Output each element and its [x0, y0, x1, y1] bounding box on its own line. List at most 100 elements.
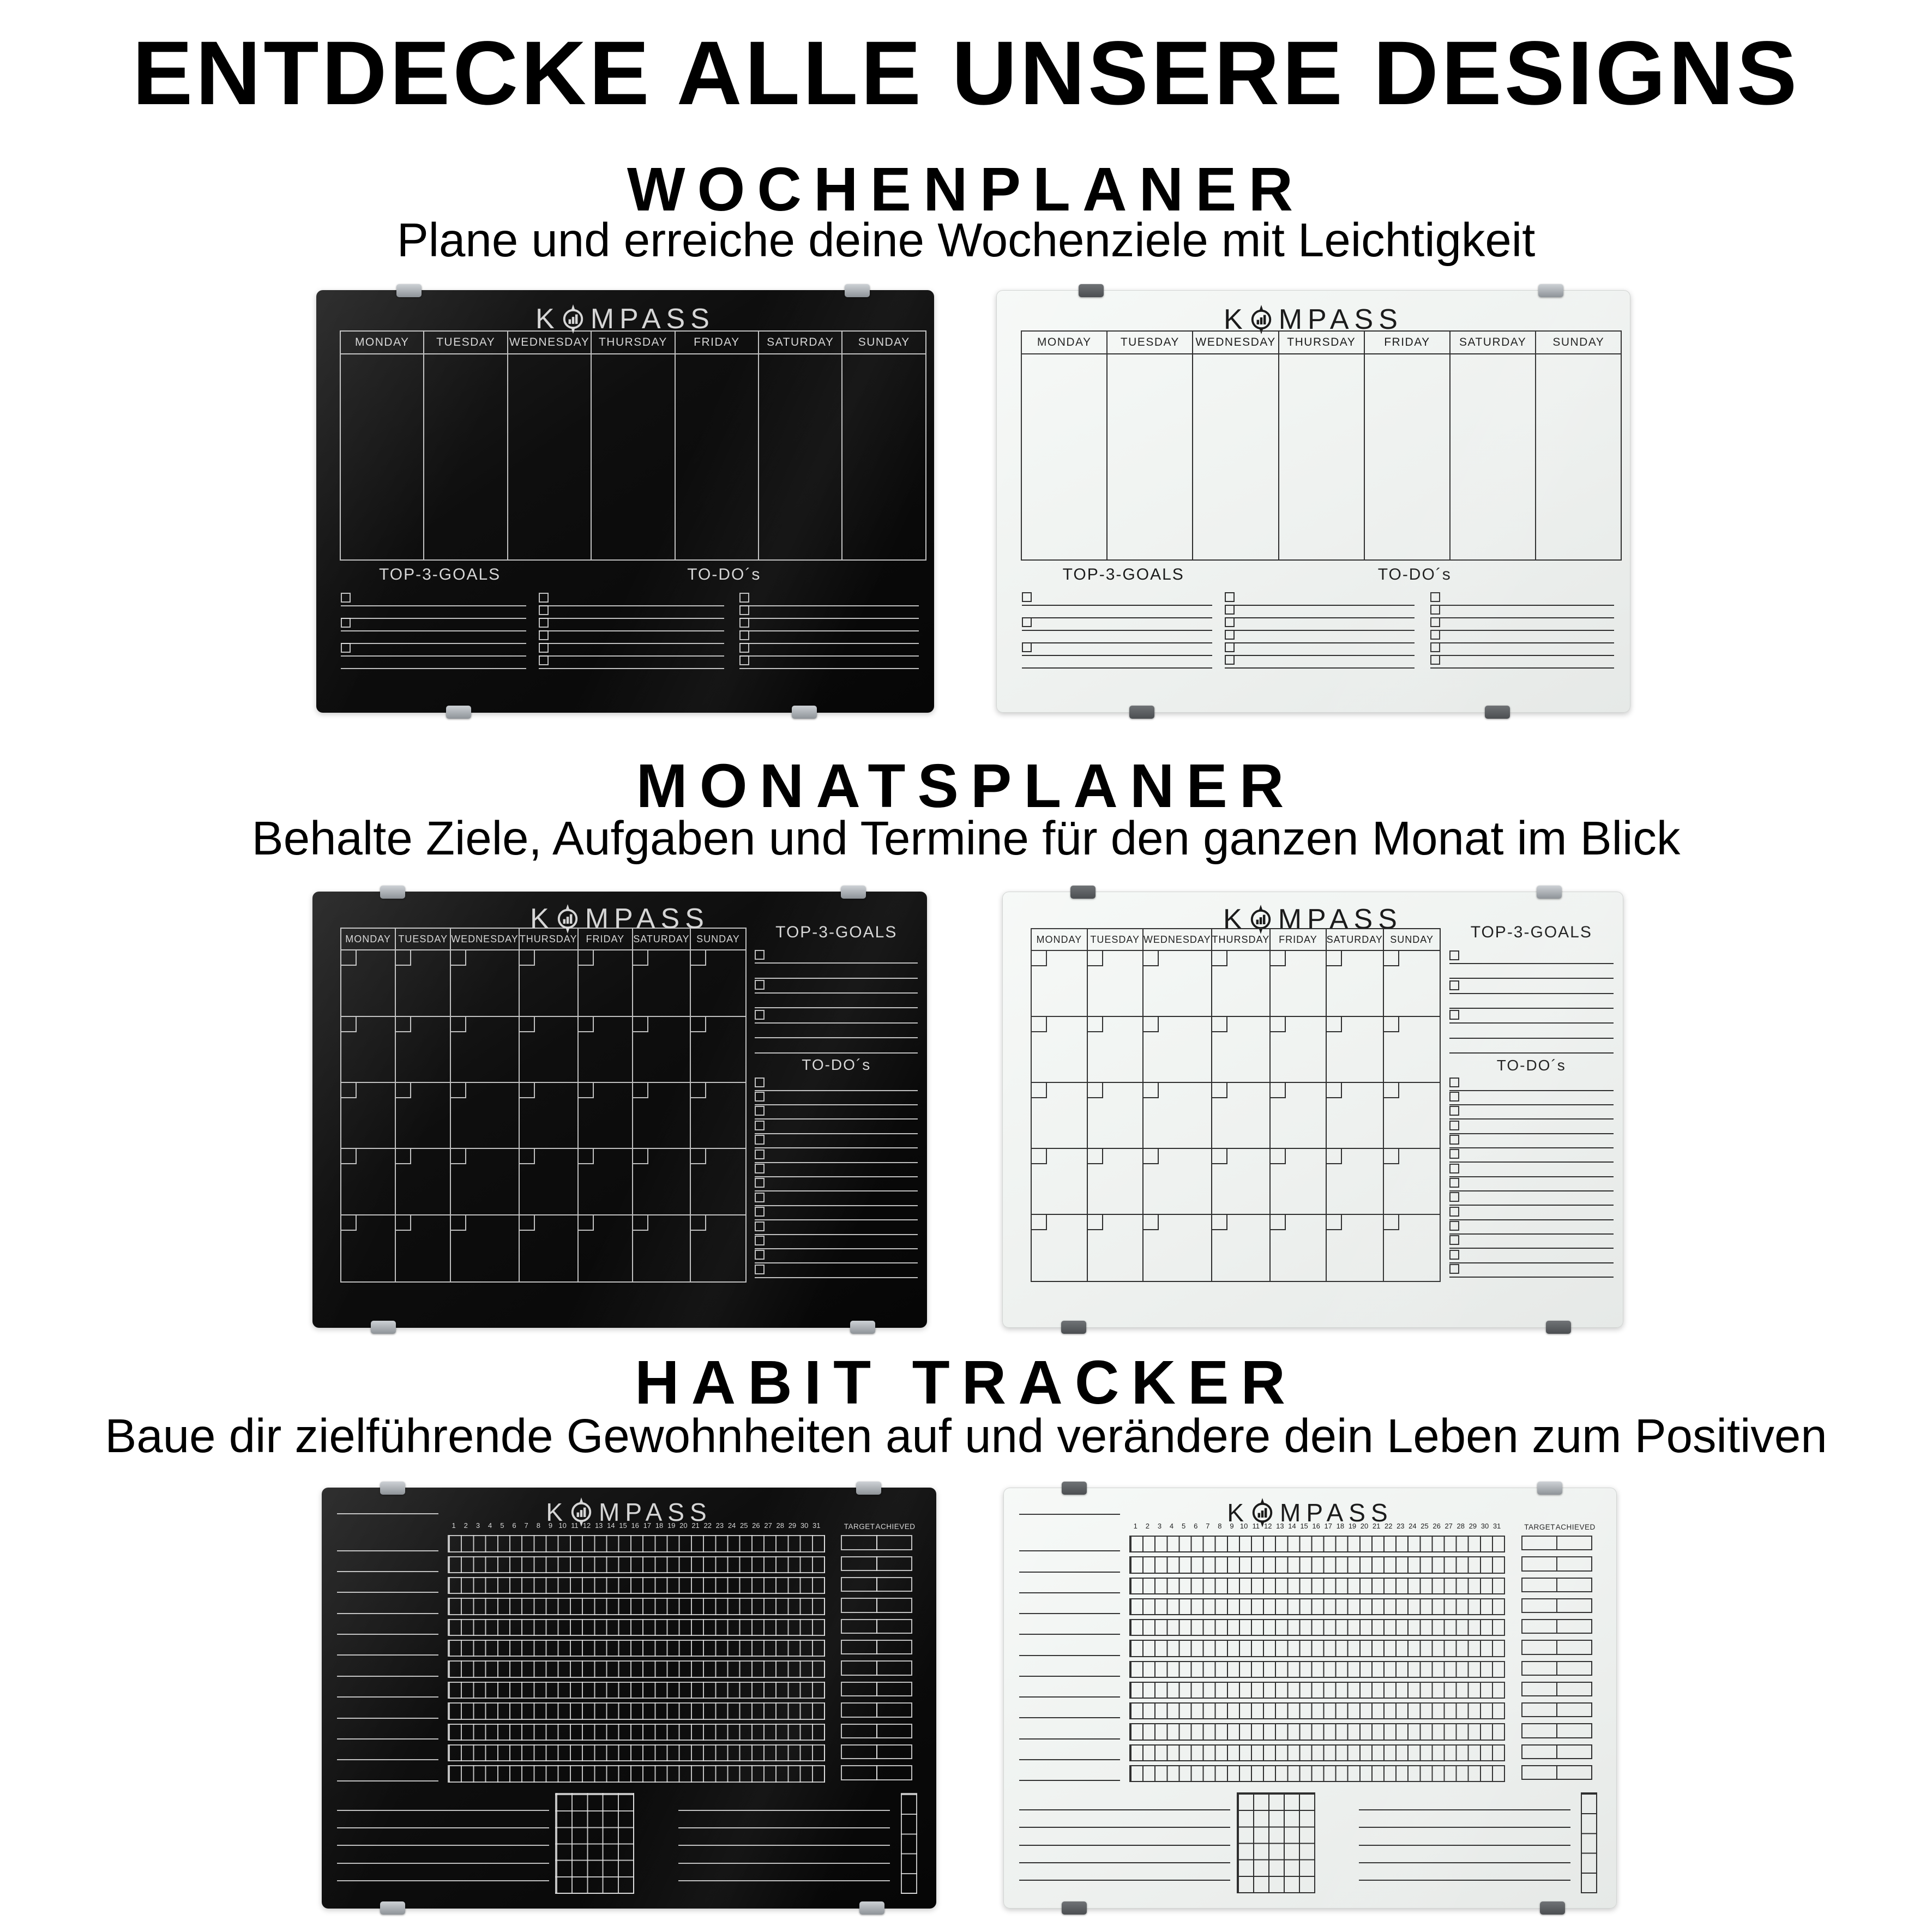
checkbox: [755, 1135, 765, 1145]
day-number: 21: [691, 1521, 700, 1530]
mounting-clip: [396, 284, 422, 297]
calendar-day-cell: [633, 1149, 691, 1215]
goals-line-group: [1022, 592, 1212, 669]
mounting-clip: [841, 886, 866, 899]
achieved-box: [1556, 1723, 1593, 1738]
target-box: [1521, 1598, 1558, 1614]
writing-line: [755, 1148, 918, 1163]
writing-line: [1224, 630, 1415, 644]
calendar-day-cell: [1143, 951, 1212, 1018]
day-number: 22: [703, 1521, 712, 1530]
top-3-goals-label: TOP-3-GOALS: [379, 565, 501, 584]
writing-line: [1430, 605, 1614, 619]
target-box: [841, 1618, 877, 1634]
target-label: TARGET: [844, 1522, 875, 1531]
calendar-day-cell: [1212, 1083, 1271, 1149]
date-box: [451, 1149, 467, 1165]
calendar-day-cell: [1271, 951, 1327, 1018]
habit-name-line: [337, 1654, 439, 1656]
habit-name-line: [337, 1513, 439, 1515]
target-achieved-boxes: [1521, 1702, 1593, 1718]
target-box: [841, 1681, 877, 1697]
weekday-header: TUESDAY: [1087, 929, 1143, 952]
target-box: [841, 1535, 877, 1550]
date-box: [1326, 1017, 1342, 1033]
writing-line: [1430, 617, 1614, 631]
weekday-column: FRIDAY: [675, 331, 760, 560]
todo-line-group: [538, 592, 724, 670]
writing-line: [755, 979, 918, 994]
habit-row-strip: [1129, 1702, 1506, 1720]
writing-line: [1449, 1076, 1614, 1091]
writing-line: [755, 1263, 918, 1278]
writing-line: [1449, 994, 1614, 1009]
day-number: 12: [582, 1521, 591, 1530]
date-box: [519, 1082, 535, 1098]
date-box: [1326, 951, 1342, 967]
target-box: [841, 1765, 877, 1780]
weekday-header: SUNDAY: [1536, 332, 1621, 355]
day-number: 30: [1480, 1522, 1489, 1531]
target-achieved-boxes: [841, 1744, 913, 1760]
note-line: [337, 1827, 549, 1828]
date-box: [690, 1149, 706, 1165]
calendar-day-cell: [451, 1016, 520, 1083]
weekday-header: MONDAY: [1032, 929, 1088, 952]
habit-board-black: K MPASS 1 2 3 4 5 6 7 8 9 10 11 12 13 14 15 16 17 18 19 20 2…: [322, 1482, 936, 1915]
writing-line: [1449, 1163, 1614, 1177]
checkbox: [755, 1236, 765, 1246]
day-number: 6: [512, 1521, 516, 1530]
date-box: [519, 1215, 535, 1231]
target-achieved-boxes: [841, 1681, 913, 1697]
note-line: [1019, 1880, 1231, 1881]
weekday-column: THURSDAY: [1279, 332, 1365, 559]
date-box: [1326, 1215, 1342, 1231]
box-stack: [900, 1792, 917, 1894]
checkbox: [1430, 642, 1441, 653]
weekday-cell: [341, 354, 423, 560]
calendar-day-cell: [396, 1215, 452, 1281]
day-number: 18: [1336, 1522, 1345, 1531]
checkbox: [755, 1092, 765, 1102]
writing-line: [755, 1105, 918, 1120]
weekday-column: SATURDAY: [759, 331, 843, 560]
date-box: [519, 1149, 535, 1165]
day-number: 23: [715, 1521, 724, 1530]
checkbox: [1430, 617, 1441, 628]
note-line: [337, 1845, 549, 1846]
checkbox: [755, 1264, 765, 1274]
calendar-day-cell: [1383, 1083, 1440, 1149]
weekday-column: MONDAY: [1022, 332, 1108, 559]
target-box: [841, 1723, 877, 1738]
writing-line: [755, 1163, 918, 1178]
habit-row-strip: [448, 1765, 825, 1783]
calendar-day-cell: [341, 950, 396, 1017]
habit-name-line: [337, 1634, 439, 1635]
habit-row-strip: [1129, 1598, 1506, 1616]
achieved-box: [1556, 1744, 1593, 1760]
mounting-clip: [1061, 1482, 1087, 1495]
calendar-day-cell: [690, 1082, 746, 1149]
date-box: [1032, 1215, 1048, 1231]
writing-line: [1430, 592, 1614, 606]
box-stack: [1580, 1792, 1597, 1894]
mounting-clip: [371, 1321, 396, 1334]
date-box: [341, 950, 357, 966]
calendar-day-cell: [1032, 1215, 1088, 1281]
date-box: [690, 1215, 706, 1231]
calendar-day-cell: [1143, 1215, 1212, 1281]
calendar-day-cell: [578, 1215, 634, 1281]
achieved-box: [876, 1640, 913, 1655]
day-number: 19: [667, 1521, 676, 1530]
checkbox: [739, 617, 750, 628]
calendar-day-cell: [1143, 1017, 1212, 1084]
day-number: 18: [655, 1521, 664, 1530]
monthly-board-black: K MPASS MONDAY TUESDAY WEDNESDAY THURSDAY FR…: [312, 886, 927, 1334]
date-box: [1326, 1083, 1342, 1099]
writing-line: [755, 1134, 918, 1149]
checkbox: [1449, 1077, 1459, 1087]
day-number: 23: [1397, 1522, 1405, 1531]
todos-label: TO-DO´s: [1496, 1056, 1566, 1074]
calendar-day-cell: [396, 1016, 452, 1083]
